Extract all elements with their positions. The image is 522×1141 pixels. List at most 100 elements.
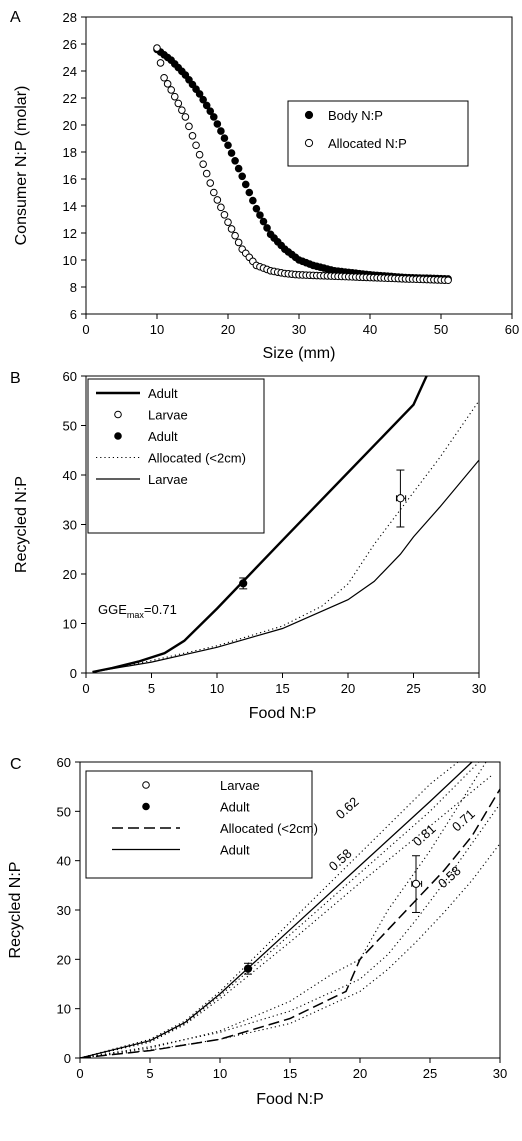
panel-b-y-tick-label: 50 <box>63 419 77 434</box>
panel-a-allocated-np-point <box>224 218 232 226</box>
panel-b-x-tick-label: 10 <box>210 681 224 696</box>
panel-c-legend-marker <box>142 781 150 789</box>
panel-a-x-tick-label: 10 <box>150 322 164 337</box>
panel-a-body-np-point <box>256 211 264 219</box>
panel-a-allocated-np-point <box>153 44 161 52</box>
panel-a-body-np-point <box>252 204 261 213</box>
panel-c-y-axis-label: Recycled N:P <box>7 862 24 959</box>
panel-a-allocated-np-point <box>174 99 183 108</box>
panel-a-chart: A 0 10 20 30 40 50 60 6 8 10 12 14 16 18 20 22 24 26 28 Size… <box>10 9 519 362</box>
panel-a-body-np-point <box>234 164 243 173</box>
panel-a-allocated-np-point <box>170 92 179 101</box>
panel-c-y-tick-label: 40 <box>57 854 71 869</box>
panel-a-allocated-np-point <box>156 59 165 67</box>
panel-a-y-tick-label: 26 <box>63 37 77 52</box>
panel-c-y-tick-label: 50 <box>57 804 71 819</box>
panel-a-allocated-np-point <box>206 179 215 187</box>
panel-c-x-tick-label: 5 <box>146 1066 153 1081</box>
panel-a-allocated-np-point <box>210 188 218 197</box>
panel-a-allocated-np-point <box>167 86 175 94</box>
panel-c-larvae-point <box>411 879 421 888</box>
panel-a-y-tick-label: 28 <box>63 10 77 25</box>
panel-b-legend-label: Adult <box>148 386 178 401</box>
panel-b-legend-label: Adult <box>148 429 178 444</box>
panel-a-x-tick-label: 0 <box>82 322 89 337</box>
panel-b-larvae-line <box>92 459 479 673</box>
panel-b-allocated-2cm-line <box>92 400 479 673</box>
panel-b-x-tick-label: 5 <box>148 681 155 696</box>
panel-a-x-axis-label: Size (mm) <box>263 345 336 362</box>
panel-c-gge-065-line <box>80 762 459 1058</box>
panel-c-curve-label: 0.62 <box>333 794 362 822</box>
panel-b-larvae-point <box>396 494 405 503</box>
panel-a-label: A <box>10 9 21 26</box>
panel-a-body-np-point <box>202 101 211 110</box>
panel-a-body-np-point <box>206 107 215 115</box>
panel-c-adult-line <box>80 762 473 1058</box>
panel-a-y-tick-label: 14 <box>63 199 77 214</box>
panel-a-allocated-np-point <box>234 238 243 247</box>
panel-a-allocated-np-point <box>227 225 236 233</box>
panel-b-gge-annotation: GGEmax=0.71 <box>98 602 177 620</box>
panel-a-allocated-np-point <box>202 169 211 178</box>
panel-a-legend-marker <box>304 138 314 148</box>
panel-a-y-tick-label: 22 <box>63 91 77 106</box>
panel-b-x-tick-label: 30 <box>472 681 486 696</box>
panel-b-y-tick-label: 30 <box>63 518 77 533</box>
panel-a-allocated-np-point <box>217 203 225 212</box>
panel-b-x-tick-label: 0 <box>82 681 89 696</box>
panel-c-x-tick-label: 25 <box>423 1066 437 1081</box>
panel-c-x-tick-label: 15 <box>283 1066 297 1081</box>
panel-a-allocated-np-point <box>192 141 200 150</box>
panel-a-body-np-point <box>245 188 254 197</box>
panel-c-curve-label: 0.71 <box>449 806 478 834</box>
panel-a-y-tick-label: 10 <box>63 253 77 268</box>
panel-a-x-tick-label: 30 <box>292 322 306 337</box>
panel-a-y-axis-label: Consumer N:P (molar) <box>13 86 30 246</box>
panel-a-body-np-point <box>231 156 239 165</box>
panel-b-legend-label: Allocated (<2cm) <box>148 451 246 466</box>
panel-a-allocated-np-point <box>199 160 207 168</box>
panel-c-y-tick-label: 20 <box>57 952 71 967</box>
panel-a-y-tick-label: 6 <box>70 307 77 322</box>
panel-a-legend: Body N:P Allocated N:P <box>287 100 469 167</box>
panel-a-body-np-point <box>238 172 246 181</box>
panel-a-allocated-np-point <box>444 276 452 285</box>
panel-b-x-axis-label: Food N:P <box>249 705 317 722</box>
panel-c-y-tick-label: 30 <box>57 903 71 918</box>
panel-b-y-tick-label: 60 <box>63 369 77 384</box>
panel-c-legend-label: Allocated (<2cm) <box>220 821 318 836</box>
panel-a-legend-marker <box>304 110 314 120</box>
panel-a-y-tick-label: 20 <box>63 118 77 133</box>
panel-a-allocated-np-point <box>185 122 193 131</box>
panel-c-gge-071-line <box>80 803 500 1058</box>
panel-a-body-np-point <box>220 134 229 142</box>
panel-b-chart: B 0 5 10 15 20 25 30 0 10 20 30 40 50 60 Food N:P Recycl… <box>10 369 486 722</box>
panel-a-allocated-np-point <box>178 106 186 114</box>
panel-c-legend-marker <box>142 802 150 811</box>
panel-a-legend-box <box>287 100 469 167</box>
panel-b-y-tick-label: 20 <box>63 567 77 582</box>
panel-a-y-tick-label: 18 <box>63 145 77 160</box>
panel-a-body-np-point <box>263 224 271 232</box>
panel-a-body-np-point <box>217 127 225 135</box>
panel-a-x-tick-label: 50 <box>434 322 448 337</box>
panel-a-body-np-point <box>227 149 236 157</box>
panel-b-y-tick-label: 40 <box>63 468 77 483</box>
panel-a-allocated-np-point <box>195 150 204 159</box>
panel-b-y-tick-label: 0 <box>70 666 77 681</box>
panel-b-legend-label: Larvae <box>148 472 188 487</box>
panel-a-x-tick-label: 60 <box>505 322 519 337</box>
panel-c-gge-062-line <box>80 762 480 1058</box>
panel-c-gge-058-line <box>80 843 500 1058</box>
panel-b-legend-label: Larvae <box>148 408 188 423</box>
panel-b-legend-marker <box>114 410 122 419</box>
panel-b-y-axis-label: Recycled N:P <box>13 476 30 573</box>
panel-b-adult-line <box>92 376 428 673</box>
panel-c-x-axis-label: Food N:P <box>256 1091 324 1108</box>
panel-b-y-tick-label: 10 <box>63 617 77 632</box>
panel-a-y-tick-label: 24 <box>63 64 77 79</box>
panel-c-x-tick-label: 0 <box>76 1066 83 1081</box>
panel-a-allocated-np-point <box>188 132 197 140</box>
panel-a-x-tick-label: 40 <box>363 322 377 337</box>
